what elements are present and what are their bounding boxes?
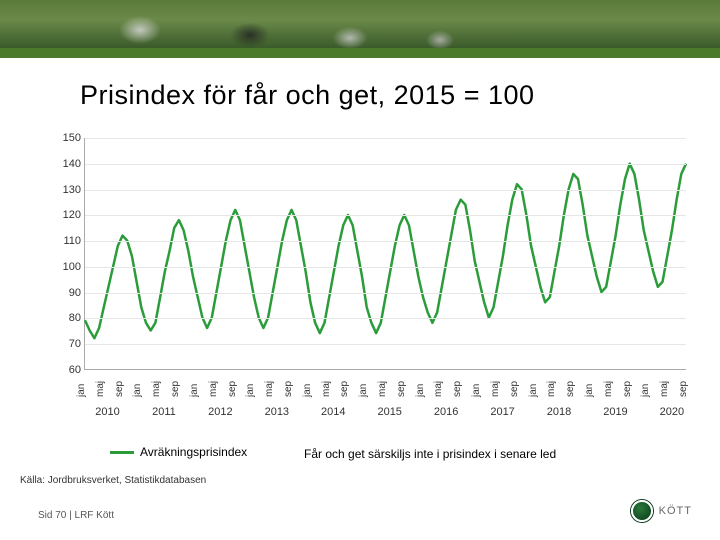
x-year-label: 2016 — [426, 406, 466, 418]
y-grid — [85, 267, 686, 268]
x-tick-month: jan — [415, 384, 426, 397]
x-tick-month: sep — [622, 381, 633, 397]
x-tick-month: jan — [302, 384, 313, 397]
footer-page: Sid 70 | LRF Kött — [38, 510, 114, 521]
legend-label: Avräkningsprisindex — [140, 445, 247, 459]
title-wrap: Prisindex för får och get, 2015 = 100 — [0, 58, 720, 117]
y-grid — [85, 318, 686, 319]
x-tick-month: jan — [358, 384, 369, 397]
legend-swatch — [110, 451, 134, 454]
chart-note: Får och get särskiljs inte i prisindex i… — [300, 445, 560, 463]
logo-badge-icon — [631, 500, 653, 522]
x-year-label: 2019 — [595, 406, 635, 418]
plot-area: 60708090100110120130140150janmajsepjanma… — [84, 138, 686, 370]
x-year-label: 2020 — [652, 406, 692, 418]
x-tick-month: sep — [227, 381, 238, 397]
x-tick-month: maj — [433, 381, 444, 397]
x-tick-month: maj — [377, 381, 388, 397]
x-tick-month: sep — [170, 381, 181, 397]
y-tick: 70 — [55, 338, 81, 350]
y-tick: 130 — [55, 184, 81, 196]
x-tick-month: jan — [132, 384, 143, 397]
x-tick-month: maj — [208, 381, 219, 397]
source-text: Källa: Jordbruksverket, Statistikdatabas… — [20, 475, 206, 486]
x-tick-month: sep — [678, 381, 689, 397]
x-tick-month: sep — [339, 381, 350, 397]
y-tick: 120 — [55, 209, 81, 221]
footer-logo: KÖTT — [631, 500, 692, 522]
x-tick-month: maj — [546, 381, 557, 397]
x-year-label: 2017 — [483, 406, 523, 418]
header-banner — [0, 0, 720, 58]
x-year-label: 2012 — [200, 406, 240, 418]
x-tick-month: maj — [490, 381, 501, 397]
y-grid — [85, 344, 686, 345]
x-tick-month: sep — [114, 381, 125, 397]
y-grid — [85, 293, 686, 294]
x-tick-month: sep — [565, 381, 576, 397]
x-year-label: 2018 — [539, 406, 579, 418]
x-tick-month: jan — [76, 384, 87, 397]
x-year-label: 2015 — [370, 406, 410, 418]
price-index-chart: 60708090100110120130140150janmajsepjanma… — [46, 138, 686, 428]
x-tick-month: maj — [151, 381, 162, 397]
x-tick-month: maj — [95, 381, 106, 397]
y-grid — [85, 241, 686, 242]
x-tick-month: jan — [584, 384, 595, 397]
x-tick-month: jan — [471, 384, 482, 397]
line-series — [85, 138, 686, 369]
x-tick-month: maj — [603, 381, 614, 397]
x-tick-month: maj — [321, 381, 332, 397]
legend: Avräkningsprisindex — [110, 445, 247, 459]
y-grid — [85, 190, 686, 191]
x-year-label: 2011 — [144, 406, 184, 418]
page-title: Prisindex för får och get, 2015 = 100 — [80, 80, 680, 111]
footer-brand: KÖTT — [659, 505, 692, 517]
y-tick: 100 — [55, 261, 81, 273]
x-year-label: 2013 — [257, 406, 297, 418]
y-grid — [85, 164, 686, 165]
x-tick-month: jan — [245, 384, 256, 397]
x-tick-month: sep — [396, 381, 407, 397]
y-grid — [85, 138, 686, 139]
y-tick: 80 — [55, 312, 81, 324]
x-tick-month: sep — [509, 381, 520, 397]
x-tick-month: jan — [189, 384, 200, 397]
y-tick: 140 — [55, 158, 81, 170]
x-tick-month: jan — [528, 384, 539, 397]
x-tick-month: sep — [452, 381, 463, 397]
y-tick: 110 — [55, 235, 81, 247]
y-tick: 150 — [55, 132, 81, 144]
x-year-label: 2010 — [88, 406, 128, 418]
y-tick: 90 — [55, 287, 81, 299]
y-grid — [85, 215, 686, 216]
y-tick: 60 — [55, 364, 81, 376]
x-tick-month: sep — [283, 381, 294, 397]
x-tick-month: jan — [640, 384, 651, 397]
x-year-label: 2014 — [313, 406, 353, 418]
x-tick-month: maj — [264, 381, 275, 397]
x-tick-month: maj — [659, 381, 670, 397]
